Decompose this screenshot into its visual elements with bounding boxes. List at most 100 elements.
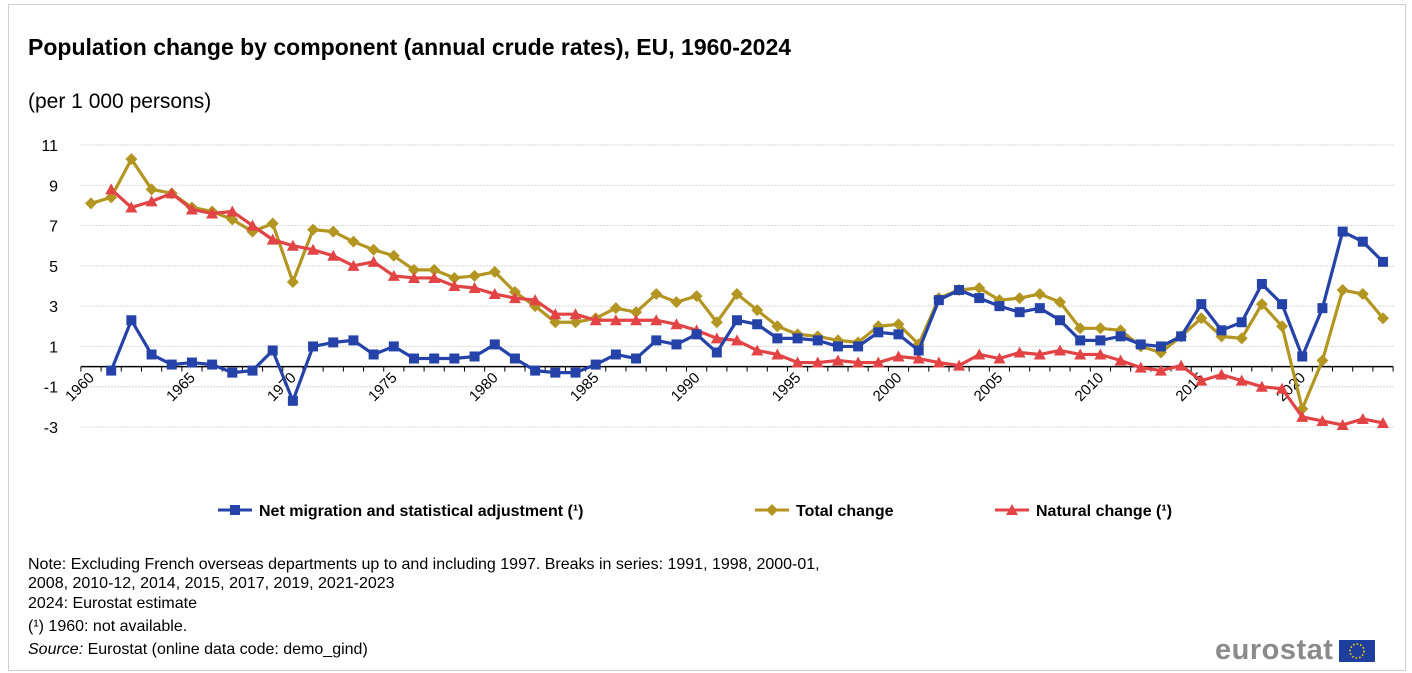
data-point	[671, 339, 682, 350]
data-point	[710, 332, 723, 344]
y-tick-label: 7	[49, 219, 58, 236]
data-point	[690, 290, 703, 303]
data-point	[145, 183, 158, 196]
data-point	[630, 314, 643, 326]
data-point	[186, 357, 197, 368]
data-point	[347, 235, 360, 248]
chart-title: Population change by component (annual c…	[28, 34, 792, 60]
data-point	[348, 335, 359, 346]
data-point	[771, 348, 784, 360]
data-point	[1276, 382, 1289, 394]
series-line-triangle	[110, 188, 1384, 427]
data-point	[1277, 299, 1288, 310]
data-point	[106, 365, 117, 376]
data-point	[1255, 298, 1268, 311]
data-point	[1255, 380, 1268, 392]
data-point	[932, 356, 945, 368]
data-point	[1195, 374, 1208, 386]
data-point	[832, 341, 843, 352]
x-tick-label: 1990	[668, 369, 704, 405]
data-point	[1135, 339, 1146, 350]
data-point	[1014, 307, 1025, 318]
data-point	[266, 217, 279, 230]
data-point	[872, 356, 885, 368]
data-point	[469, 351, 480, 362]
chart-frame	[8, 4, 1406, 671]
data-point	[347, 259, 360, 271]
data-point	[387, 249, 400, 262]
data-point	[145, 195, 158, 207]
data-point	[367, 255, 380, 267]
y-tick-label: 3	[49, 299, 58, 316]
data-point	[105, 191, 118, 204]
data-point	[388, 341, 399, 352]
data-point	[670, 318, 683, 330]
data-point	[1033, 348, 1046, 360]
data-point	[590, 359, 601, 370]
y-tick-label: 11	[41, 138, 58, 155]
data-point	[308, 341, 319, 352]
eu-flag-icon	[1339, 639, 1376, 662]
data-point	[1356, 412, 1369, 424]
data-point	[912, 352, 925, 364]
data-point	[974, 293, 985, 304]
data-point	[1378, 256, 1388, 267]
data-point	[569, 308, 582, 320]
data-point	[1317, 303, 1328, 314]
data-point	[448, 271, 461, 284]
data-point	[126, 315, 137, 326]
data-point	[549, 316, 562, 329]
data-point	[772, 333, 783, 344]
y-tick-label: 1	[49, 339, 58, 356]
data-point	[1195, 312, 1208, 325]
data-point	[1196, 299, 1207, 310]
data-point	[1095, 335, 1106, 346]
data-point	[1316, 414, 1329, 426]
data-point	[831, 354, 844, 366]
data-point	[307, 243, 320, 255]
data-point	[367, 243, 380, 256]
data-point	[266, 233, 279, 245]
data-point	[1316, 354, 1329, 367]
data-point	[1013, 346, 1026, 358]
data-point	[449, 353, 460, 364]
data-point	[609, 302, 622, 315]
source-note: Source: Eurostat (online data code: demo…	[28, 641, 368, 659]
data-point	[631, 353, 642, 364]
data-point	[892, 350, 905, 362]
data-point	[994, 301, 1005, 312]
data-point	[1094, 322, 1107, 335]
data-point	[751, 304, 764, 317]
data-point	[125, 201, 138, 213]
data-point	[609, 314, 622, 326]
data-point	[429, 353, 440, 364]
data-point	[1377, 312, 1389, 325]
y-tick-label: -3	[44, 420, 58, 437]
data-point	[1074, 348, 1087, 360]
data-point	[650, 314, 663, 326]
data-point	[408, 263, 420, 276]
data-point	[1235, 332, 1248, 345]
data-point	[812, 335, 823, 346]
y-tick-label: -1	[44, 380, 58, 397]
data-point	[1094, 348, 1107, 360]
data-point	[1377, 416, 1389, 428]
data-point	[792, 333, 803, 344]
data-point	[267, 345, 278, 356]
data-point	[1176, 331, 1187, 342]
data-point	[1356, 288, 1369, 301]
data-point	[1055, 315, 1065, 326]
data-point	[913, 345, 924, 356]
data-point	[1115, 331, 1126, 342]
data-point	[125, 153, 138, 166]
data-point	[710, 316, 723, 329]
data-point	[307, 223, 320, 236]
data-point	[1134, 361, 1147, 373]
data-point	[1276, 320, 1289, 333]
data-point	[691, 329, 702, 340]
note-line-1: Note: Excluding French overseas departme…	[28, 556, 820, 573]
legend-marker	[230, 505, 240, 515]
data-point	[226, 205, 239, 217]
data-point	[529, 294, 542, 306]
data-point	[166, 359, 177, 370]
